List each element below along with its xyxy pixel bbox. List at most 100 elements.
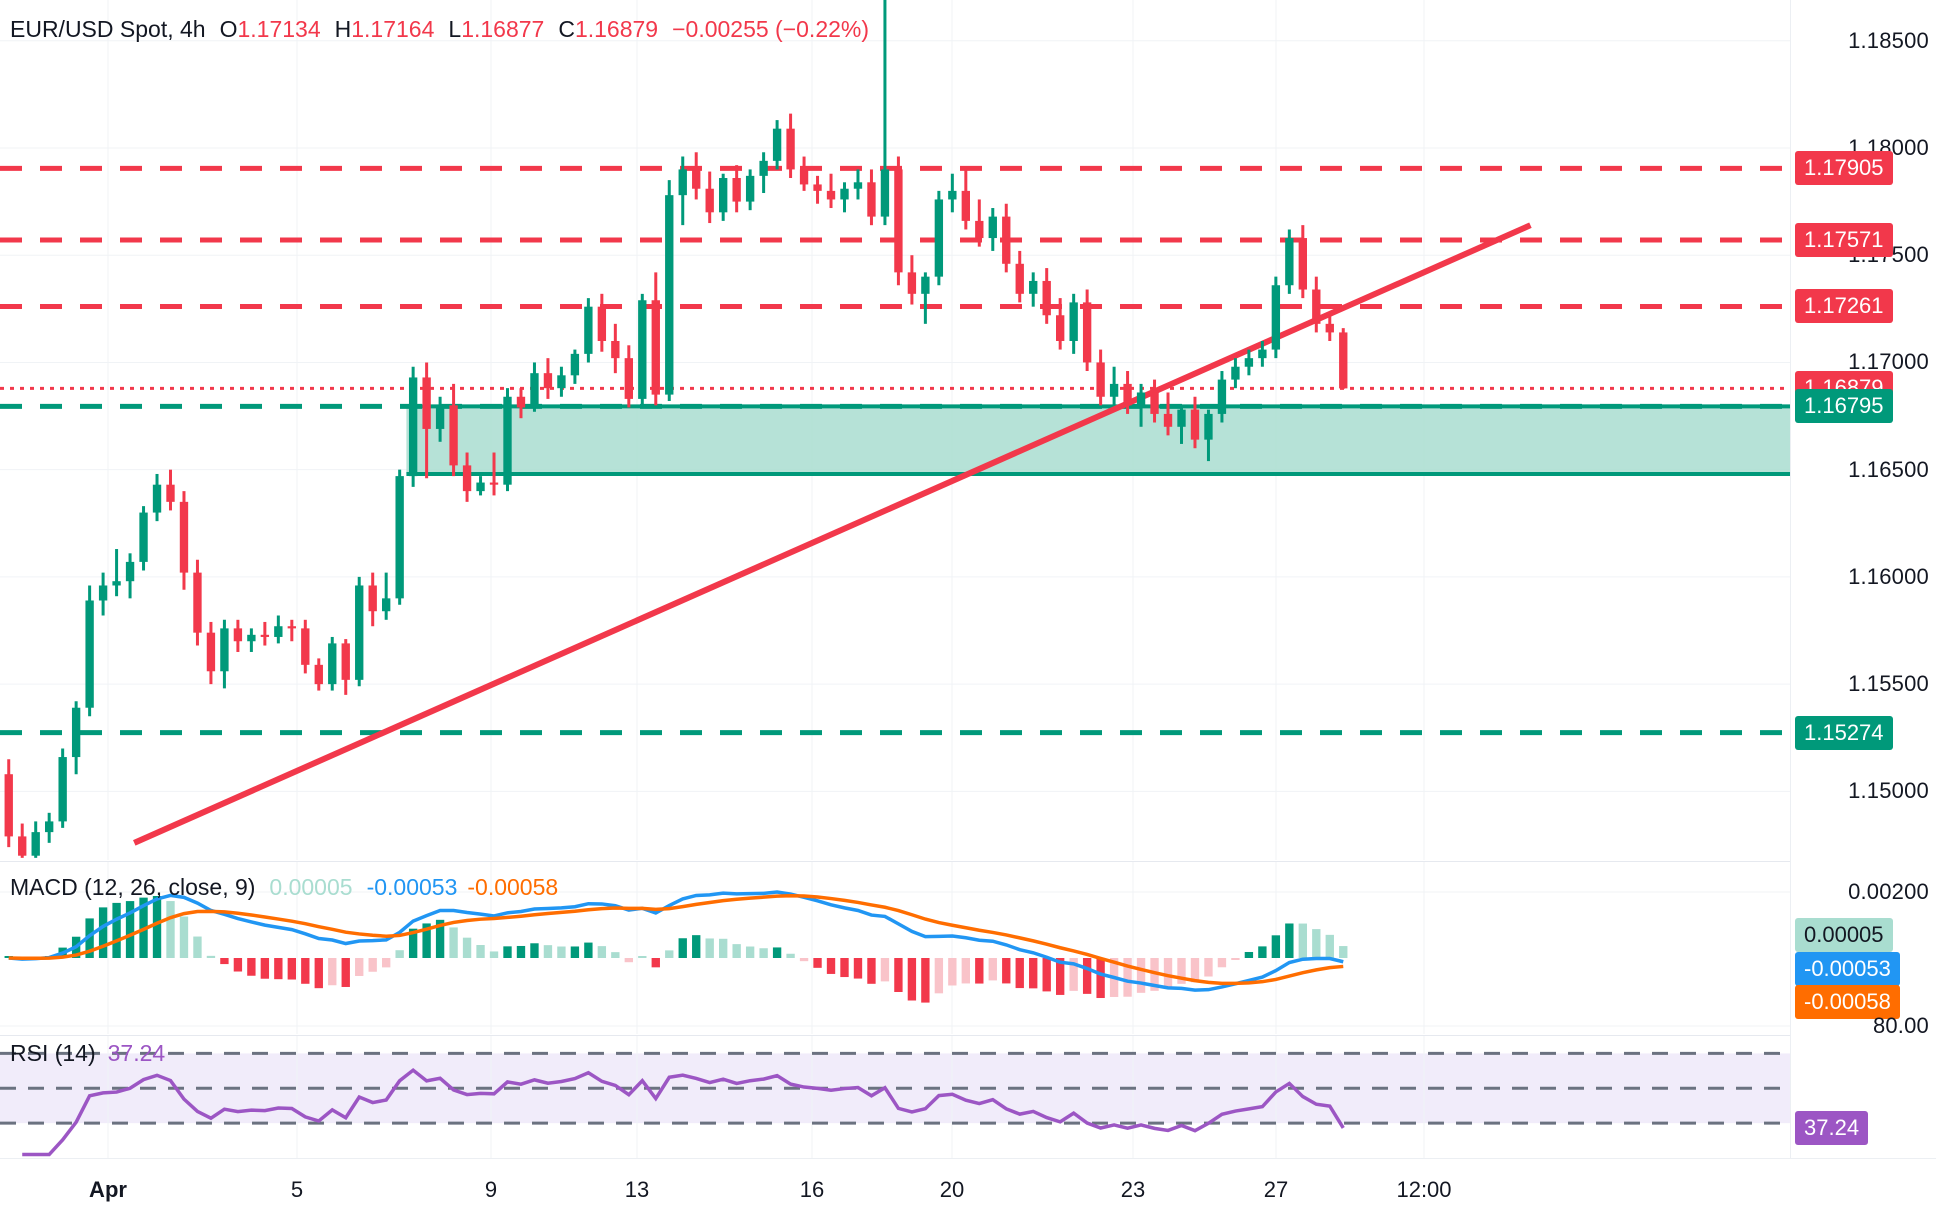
candle-body [894, 169, 903, 273]
candle-body [1217, 379, 1227, 414]
macd-signal-line [8, 893, 1344, 986]
macd-histogram-bar [1029, 958, 1038, 989]
macd-histogram-bar [1136, 958, 1146, 993]
candle-body [948, 190, 957, 200]
time-tick-label: 20 [939, 1177, 965, 1202]
candle-body [638, 300, 647, 399]
ohlc-high-key: H [334, 16, 352, 42]
macd-histogram-bar [1325, 934, 1334, 958]
candle-body [449, 405, 458, 466]
macd-histogram-bar [1217, 958, 1227, 968]
rsi-pane[interactable] [0, 1036, 1790, 1158]
candle-body [462, 465, 472, 492]
macd-histogram-bar [233, 958, 243, 972]
macd-histogram-bar [1339, 946, 1348, 958]
price-tag-resistance[interactable]: 1.17571 [1795, 222, 1893, 257]
macd-histogram-bar [543, 945, 553, 958]
macd-histogram-bar [98, 907, 108, 958]
time-tick-label: 12:00 [1396, 1177, 1452, 1202]
candle-body [772, 128, 782, 161]
candle-body [799, 169, 809, 185]
rsi-tag[interactable]: 37.24 [1795, 1110, 1869, 1145]
macd-histogram-bar [948, 958, 957, 986]
candle-body [867, 182, 876, 217]
macd-histogram-bar [786, 953, 795, 958]
candle-body [287, 626, 296, 629]
macd-histogram-bar [907, 958, 917, 1001]
candle-body [355, 585, 364, 680]
macd-histogram-bar [85, 918, 94, 958]
macd-tag-1[interactable]: -0.00053 [1795, 952, 1900, 986]
price-tag-resistance[interactable]: 1.17261 [1795, 289, 1893, 324]
macd-histogram-bar [1042, 958, 1051, 992]
candle-body [1258, 349, 1267, 359]
rsi-legend[interactable]: RSI (14) 37.24 [10, 1040, 165, 1067]
time-axis[interactable]: Apr 5 9 13 16 20 23 27 12:00 [0, 1158, 1936, 1219]
ohlc-low-value: 1.16877 [461, 16, 545, 42]
macd-histogram-bar [301, 958, 310, 984]
candle-body [934, 199, 944, 277]
ohlc-open-value: 1.17134 [237, 16, 321, 42]
macd-hist-value: 0.00005 [269, 874, 353, 900]
candle-body [1109, 383, 1119, 397]
price-tick-label: 1.18500 [1848, 27, 1929, 53]
candle-body [58, 757, 67, 822]
macd-histogram-bar [799, 958, 809, 962]
candle-body [1015, 263, 1024, 294]
macd-histogram-bar [503, 946, 512, 958]
candle-body [530, 373, 539, 408]
macd-histogram-bar [853, 958, 863, 979]
candle-body [732, 178, 741, 202]
macd-histogram-bar [328, 958, 337, 986]
candle-body [503, 396, 512, 485]
candle-body [206, 632, 216, 672]
candle-body [961, 190, 970, 221]
candle-body [651, 300, 660, 395]
macd-histogram-bar [651, 958, 660, 968]
candle-body [1177, 409, 1186, 427]
price-pane[interactable] [0, 0, 1790, 860]
macd-histogram-bar [355, 958, 364, 976]
price-axis[interactable]: 1.185001.180001.175001.170001.165001.160… [1790, 0, 1936, 1158]
candle-body [826, 190, 836, 200]
candle-body [408, 377, 418, 477]
candle-body [301, 628, 310, 665]
macd-legend[interactable]: MACD (12, 26, close, 9) 0.00005 -0.00053 -0… [10, 874, 558, 901]
macd-histogram-bar [112, 902, 121, 958]
macd-histogram-bar [1056, 958, 1065, 995]
macd-histogram-bar [975, 958, 984, 984]
candle-body [1298, 238, 1307, 290]
macd-histogram-bar [1069, 958, 1078, 991]
candle-body [166, 484, 175, 502]
candle-body [988, 216, 997, 239]
ohlc-close-key: C [558, 16, 575, 42]
macd-histogram-bar [1285, 923, 1294, 958]
rsi-plot [0, 1036, 1790, 1158]
macd-histogram-bar [584, 942, 593, 958]
candle-body [382, 598, 391, 612]
price-change: −0.00255 (−0.22%) [672, 16, 870, 42]
macd-histogram-bar [4, 956, 13, 958]
price-tag-support[interactable]: 1.15274 [1795, 715, 1893, 750]
candle-body [570, 353, 580, 376]
macd-tag-2[interactable]: -0.00058 [1795, 985, 1900, 1019]
candle-body [1271, 285, 1281, 350]
candle-body [1096, 362, 1105, 397]
candle-body [368, 585, 377, 612]
candle-body [880, 169, 890, 217]
macd-histogram-bar [772, 947, 782, 958]
candle-body [125, 561, 135, 582]
candle-body [4, 774, 13, 837]
candle-body [139, 512, 148, 562]
macd-pane[interactable] [0, 862, 1790, 1034]
macd-histogram-bar [1002, 958, 1011, 984]
macd-histogram-bar [166, 901, 175, 958]
price-tag-support[interactable]: 1.16795 [1795, 389, 1893, 424]
price-tick-label: 1.15500 [1848, 671, 1929, 697]
macd-histogram-bar [611, 952, 620, 958]
time-tick-label: 16 [799, 1177, 825, 1202]
price-tag-resistance[interactable]: 1.17905 [1795, 151, 1893, 186]
macd-tag-0[interactable]: 0.00005 [1795, 918, 1893, 952]
candle-body [435, 405, 445, 429]
symbol-legend[interactable]: EUR/USD Spot, 4h O1.17134 H1.17164 L1.16877… [10, 16, 869, 43]
